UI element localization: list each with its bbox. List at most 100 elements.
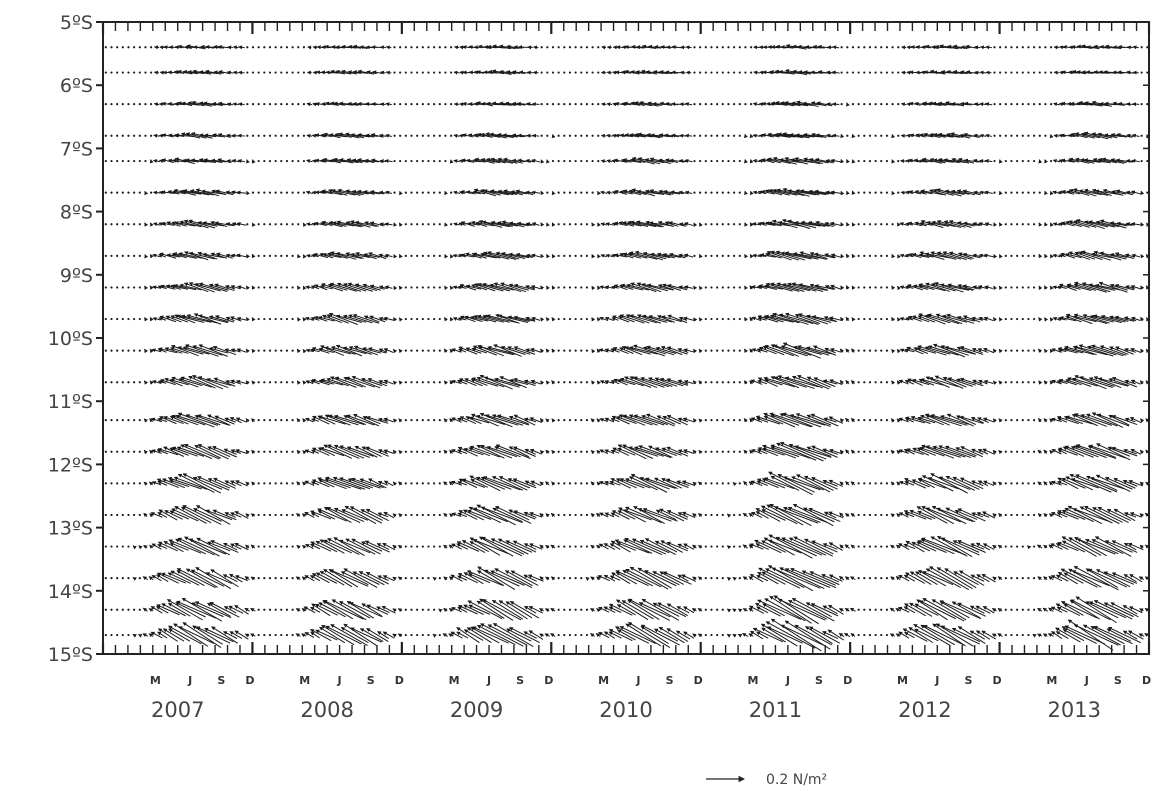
vector-dot (710, 135, 712, 137)
wind-vector (620, 627, 655, 644)
vector-dot (258, 255, 260, 257)
vector-dot (863, 482, 865, 484)
vector-dot (405, 419, 407, 421)
vector-dot (292, 160, 294, 162)
vector-dot (116, 223, 118, 225)
wind-vector (936, 624, 973, 646)
month-label: M (748, 674, 759, 687)
vector-dot (1005, 609, 1007, 611)
wind-vector (1050, 450, 1053, 453)
vector-dot (716, 381, 718, 383)
vector-dot (269, 451, 271, 453)
wind-vector (738, 634, 741, 635)
vector-dot (1016, 135, 1018, 137)
vector-dot (116, 318, 118, 320)
wind-vector (384, 481, 393, 486)
wind-vector (144, 450, 146, 453)
vector-dot (569, 419, 571, 421)
wind-vector (597, 545, 600, 548)
wind-vector (307, 224, 313, 225)
wind-vector (383, 632, 394, 638)
wind-vector (655, 478, 678, 488)
wind-vector (1039, 318, 1041, 321)
wind-vector (452, 481, 462, 485)
wind-vector (684, 607, 694, 613)
vector-dot (416, 419, 418, 421)
vector-dot (886, 103, 888, 105)
vector-dot (1044, 46, 1046, 48)
vector-dot (739, 451, 741, 453)
wind-vector (150, 349, 152, 352)
vector-dot (416, 381, 418, 383)
vector-dot (410, 223, 412, 225)
vector-dot (110, 514, 112, 516)
vector-dot (880, 103, 882, 105)
vector-dot (710, 350, 712, 352)
wind-vector (999, 349, 1001, 352)
vector-dot (586, 318, 588, 320)
vector-dot (575, 318, 577, 320)
wind-vector (1044, 514, 1047, 517)
vector-dot (722, 318, 724, 320)
vector-dot (275, 609, 277, 611)
wind-vector (824, 418, 836, 422)
wind-vector (986, 103, 993, 104)
vector-dot (286, 255, 288, 257)
wind-vector (1140, 482, 1143, 484)
wind-vector (553, 191, 554, 193)
vector-dot (863, 318, 865, 320)
wind-vector (1000, 191, 1001, 194)
vector-dot (846, 135, 848, 137)
wind-vector (757, 481, 768, 485)
vector-dot (1033, 419, 1035, 421)
vector-dot (1022, 545, 1024, 547)
vector-dot (993, 103, 995, 105)
wind-vector (246, 349, 248, 352)
vector-dot (733, 545, 735, 547)
wind-vector (534, 47, 539, 48)
vector-dot (258, 609, 260, 611)
vector-dot (410, 634, 412, 636)
wind-vector (144, 419, 146, 422)
vector-dot (139, 71, 141, 73)
vector-dot (1022, 103, 1024, 105)
year-label: 2012 (898, 698, 951, 722)
vector-dot (116, 160, 118, 162)
wind-vector (591, 545, 594, 548)
wind-vector (1147, 318, 1148, 321)
wind-vector (133, 546, 135, 548)
wind-vector (998, 545, 1002, 548)
wind-vector (601, 135, 606, 136)
wind-vector (245, 577, 249, 580)
month-label: S (516, 674, 524, 687)
vector-dot (897, 46, 899, 48)
vector-dot (133, 482, 135, 484)
vector-dot (1050, 46, 1052, 48)
vector-dot (886, 160, 888, 162)
vector-dot (263, 381, 265, 383)
vector-dot (427, 103, 429, 105)
vector-dot (705, 514, 707, 516)
wind-vector (752, 450, 762, 454)
wind-vector (845, 633, 851, 636)
vector-dot (575, 381, 577, 383)
vector-dot (399, 46, 401, 48)
vector-dot (258, 381, 260, 383)
vector-dot (710, 545, 712, 547)
wind-vector (992, 608, 996, 611)
wind-vector (296, 609, 300, 611)
wind-vector (892, 381, 894, 384)
wind-vector (727, 609, 729, 611)
vector-dot (586, 451, 588, 453)
wind-vector (1101, 316, 1125, 322)
wind-vector (307, 135, 312, 136)
vector-dot (139, 419, 141, 421)
wind-vector (653, 603, 679, 616)
vector-dot (122, 318, 124, 320)
wind-vector (311, 629, 332, 640)
vector-dot (275, 160, 277, 162)
vector-dot (410, 419, 412, 421)
vector-dot (450, 192, 452, 194)
wind-vector (155, 72, 160, 73)
wind-vector (597, 349, 599, 352)
